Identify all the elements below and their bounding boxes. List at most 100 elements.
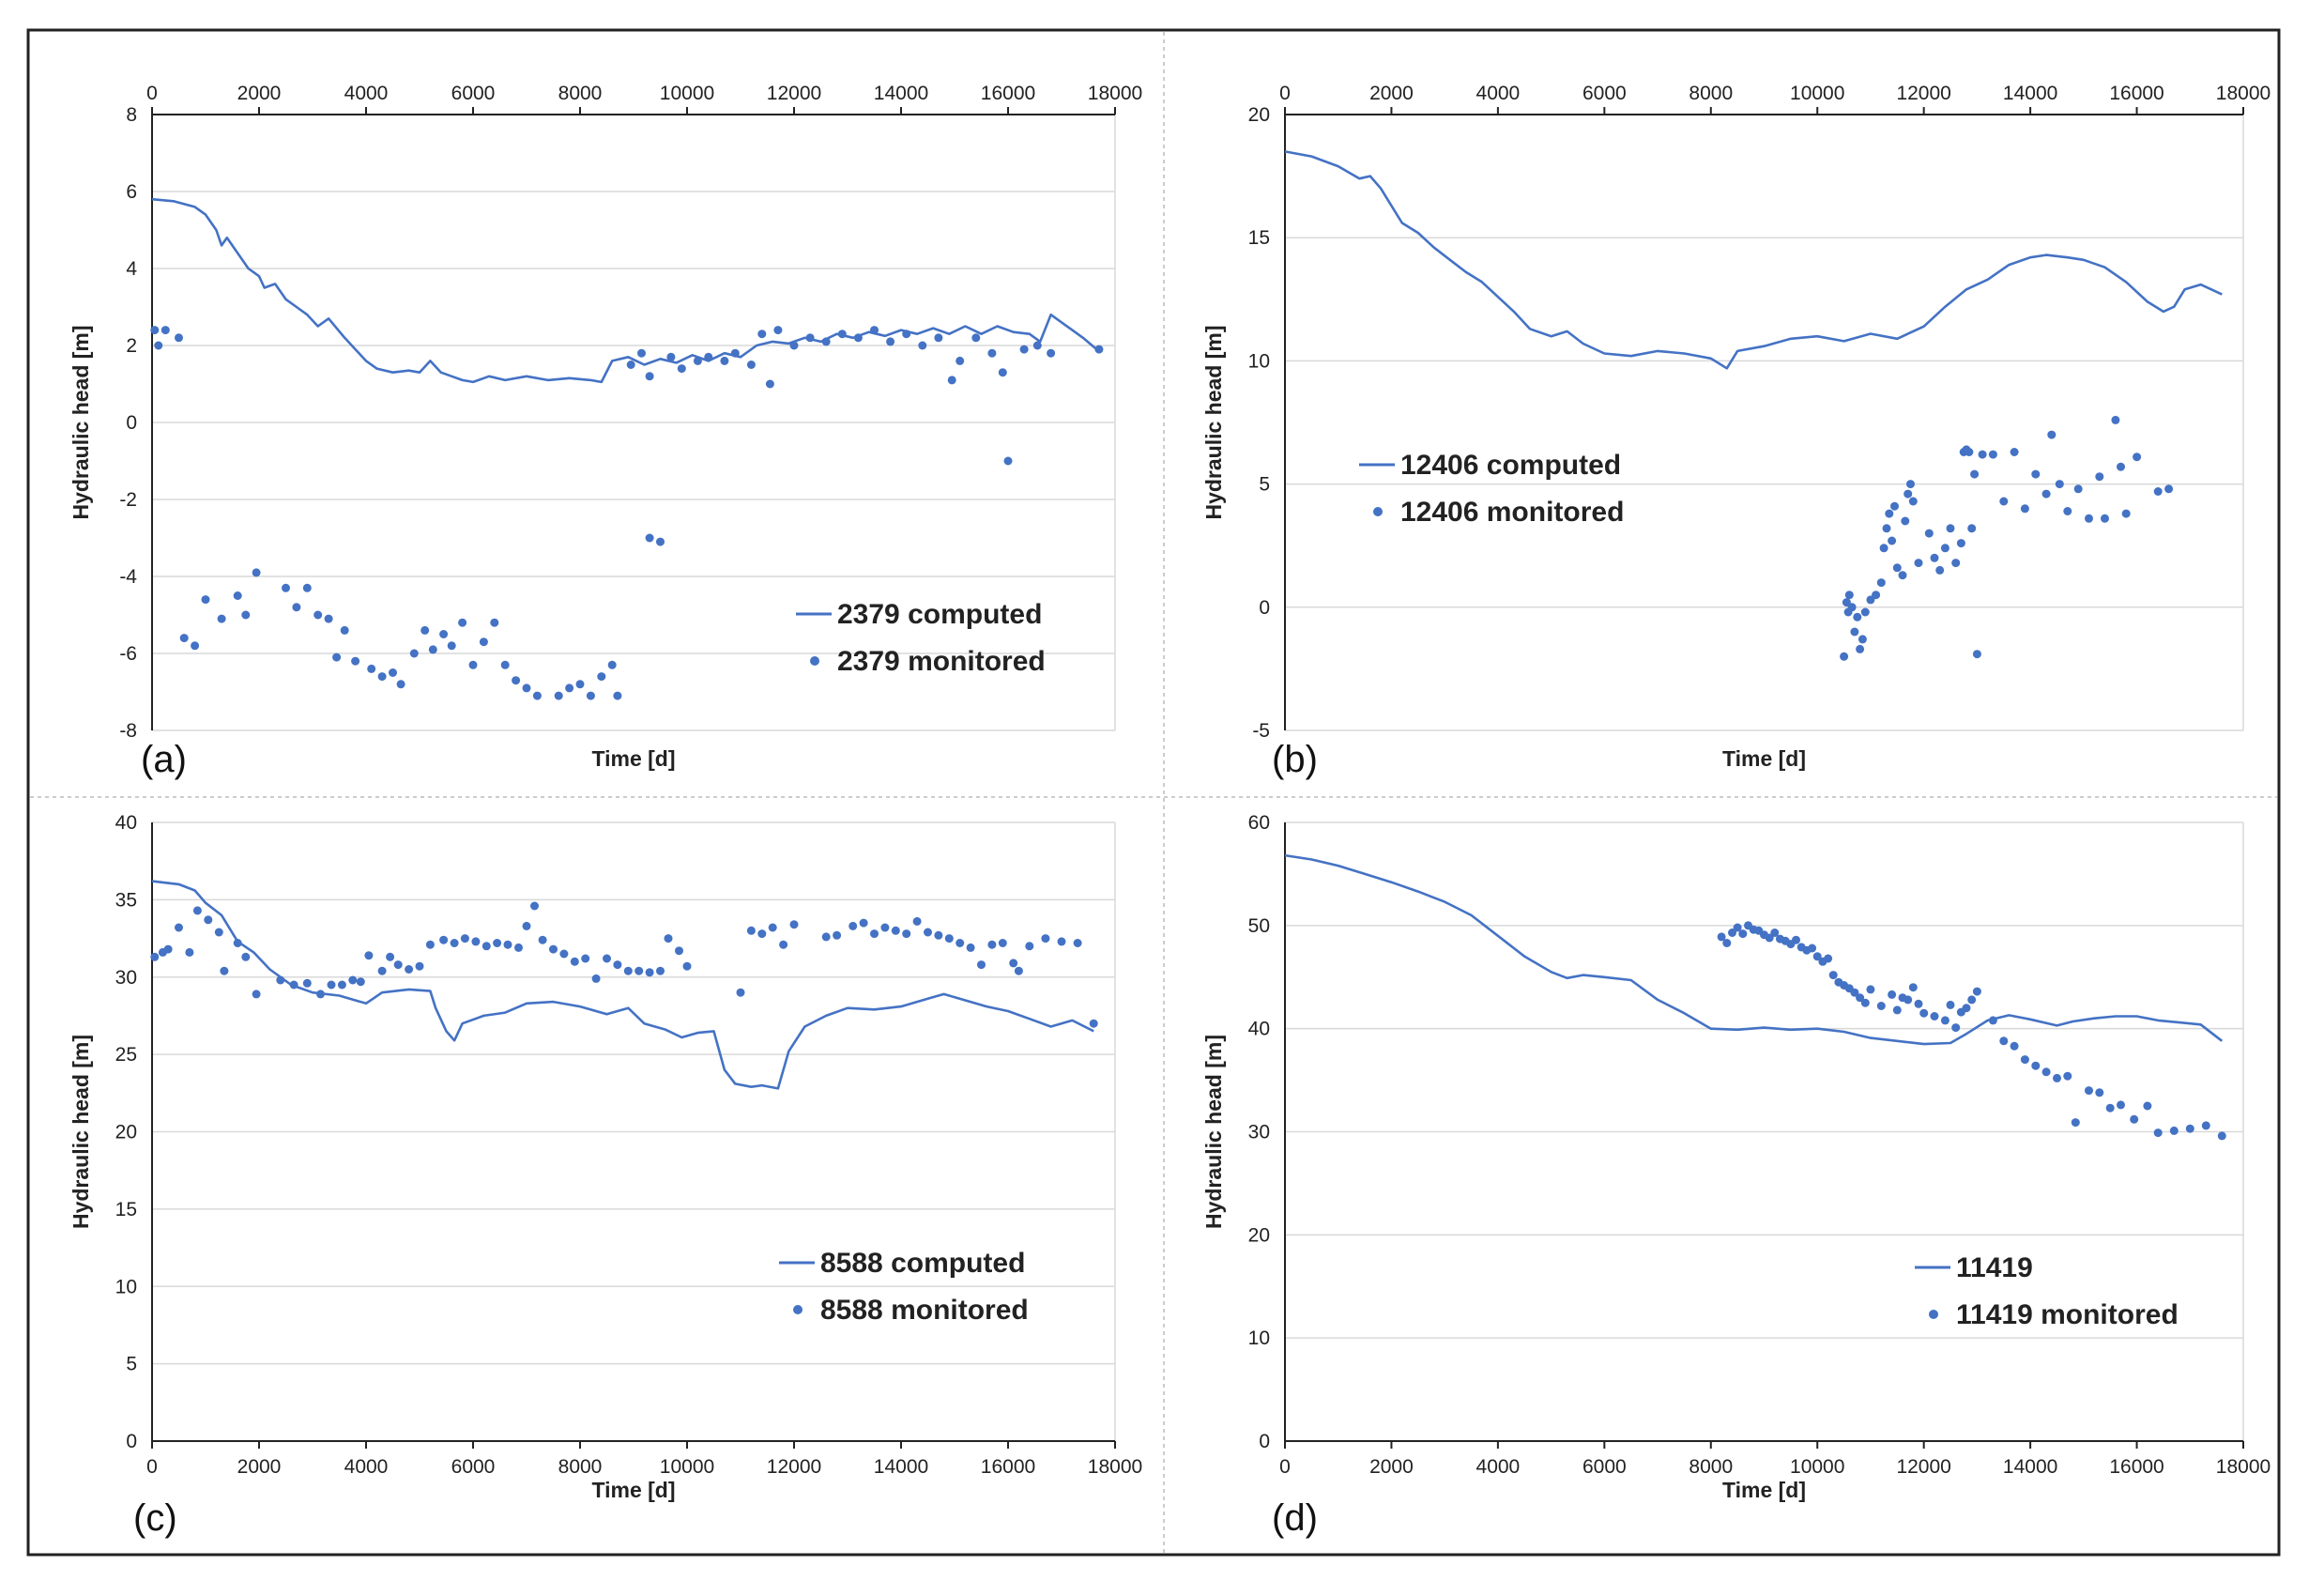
data-point <box>637 348 646 358</box>
chart-panel-b: -5 0 5 10 15 20 0 2000 4000 6000 8000 10000 12000 140… <box>1201 83 2270 780</box>
data-point <box>837 330 847 339</box>
y-tick-label: 20 <box>1248 1224 1270 1246</box>
data-point <box>1885 509 1894 518</box>
data-point <box>458 618 467 627</box>
x-tick-label: 4000 <box>1476 83 1521 104</box>
data-point <box>1728 928 1736 937</box>
x-axis-title: Time [d] <box>1722 746 1806 771</box>
data-point <box>656 537 665 546</box>
data-point <box>493 939 502 947</box>
data-point <box>386 952 395 961</box>
data-point <box>340 625 349 635</box>
data-point <box>1860 607 1870 617</box>
data-point <box>1930 1012 1939 1021</box>
data-point <box>2153 487 2163 496</box>
legend-entry: 11419 monitored <box>1956 1299 2179 1330</box>
y-tick-label: 35 <box>115 889 137 911</box>
data-point <box>623 966 633 975</box>
x-tick-label: 0 <box>146 1456 158 1478</box>
x-tick-label: 2000 <box>1369 83 1414 104</box>
data-point <box>1908 497 1918 506</box>
y-tick-label: 10 <box>1248 350 1270 372</box>
x-tick-label: 14000 <box>2003 1456 2057 1478</box>
data-point <box>2041 489 2051 499</box>
data-point <box>947 376 956 385</box>
data-point <box>870 326 879 335</box>
data-point <box>720 356 729 365</box>
data-point <box>468 660 478 669</box>
x-tick-label: 0 <box>1279 1456 1291 1478</box>
data-point <box>730 348 740 358</box>
y-tick-label: 0 <box>126 412 137 434</box>
y-tick-label: 5 <box>126 1354 137 1375</box>
y-tick-label: 15 <box>1248 227 1270 249</box>
data-point <box>2185 1124 2194 1133</box>
data-point <box>514 943 523 952</box>
data-point <box>1047 348 1056 358</box>
data-point <box>859 918 868 928</box>
x-tick-label: 12000 <box>1896 83 1950 104</box>
x-tick-label: 16000 <box>981 83 1035 104</box>
data-point <box>1946 524 1955 533</box>
data-point <box>538 935 547 944</box>
data-point <box>998 368 1007 377</box>
data-point <box>1946 1000 1955 1009</box>
y-tick-label: -5 <box>1252 720 1270 742</box>
legend-entry: 12406 computed <box>1400 450 1621 481</box>
x-tick-label: 16000 <box>981 1456 1035 1478</box>
data-point <box>1935 565 1945 575</box>
data-point <box>613 691 622 700</box>
data-point <box>1967 995 1977 1005</box>
data-point <box>405 965 414 974</box>
data-point <box>1970 469 1980 479</box>
data-point <box>1032 341 1042 350</box>
data-point <box>1003 456 1013 466</box>
data-point <box>736 988 745 997</box>
data-point <box>977 960 986 970</box>
y-tick-label: 4 <box>126 258 137 280</box>
y-tick-label: 6 <box>126 181 137 203</box>
x-tick-label: 10000 <box>660 83 714 104</box>
data-point <box>2073 484 2083 494</box>
data-point <box>420 625 430 635</box>
data-point <box>233 591 242 600</box>
x-tick-label: 18000 <box>1088 83 1142 104</box>
data-point <box>987 940 997 949</box>
data-point <box>853 333 863 343</box>
series-line-d-0 <box>1284 853 2224 1046</box>
data-point <box>746 361 756 369</box>
series-line <box>1284 853 2224 1046</box>
data-point <box>2031 469 2041 479</box>
legend-entry: 11419 <box>1956 1252 2033 1283</box>
y-axis-title: Hydraulic head [m] <box>1201 1035 1226 1229</box>
y-tick-label: 20 <box>115 1122 137 1143</box>
data-point <box>1988 450 1997 459</box>
data-point <box>479 637 488 647</box>
y-tick-label: -8 <box>119 720 137 742</box>
data-point <box>337 980 346 990</box>
data-point <box>586 691 595 700</box>
data-point <box>364 951 374 960</box>
data-point <box>1733 923 1742 932</box>
data-point <box>409 649 419 658</box>
data-point <box>1856 644 1865 653</box>
data-point <box>313 610 323 620</box>
data-point <box>2121 509 2131 518</box>
data-point <box>1860 998 1870 1007</box>
data-point <box>934 930 943 940</box>
data-point <box>1888 990 1897 999</box>
data-point <box>2095 1088 2104 1097</box>
x-tick-label: 8000 <box>558 83 603 104</box>
data-point <box>252 568 261 577</box>
x-tick-label: 12000 <box>1896 1456 1950 1478</box>
y-tick-label: 30 <box>1248 1122 1270 1143</box>
legend: 2379 computed 2379 monitored <box>796 599 1046 677</box>
data-point <box>2101 514 2109 523</box>
x-tick-label: 14000 <box>874 83 928 104</box>
data-point <box>214 928 223 937</box>
y-tick-label: 20 <box>1248 104 1270 126</box>
y-tick-label: 15 <box>115 1199 137 1220</box>
y-axis-title: Hydraulic head [m] <box>69 325 93 519</box>
data-point <box>682 961 692 971</box>
